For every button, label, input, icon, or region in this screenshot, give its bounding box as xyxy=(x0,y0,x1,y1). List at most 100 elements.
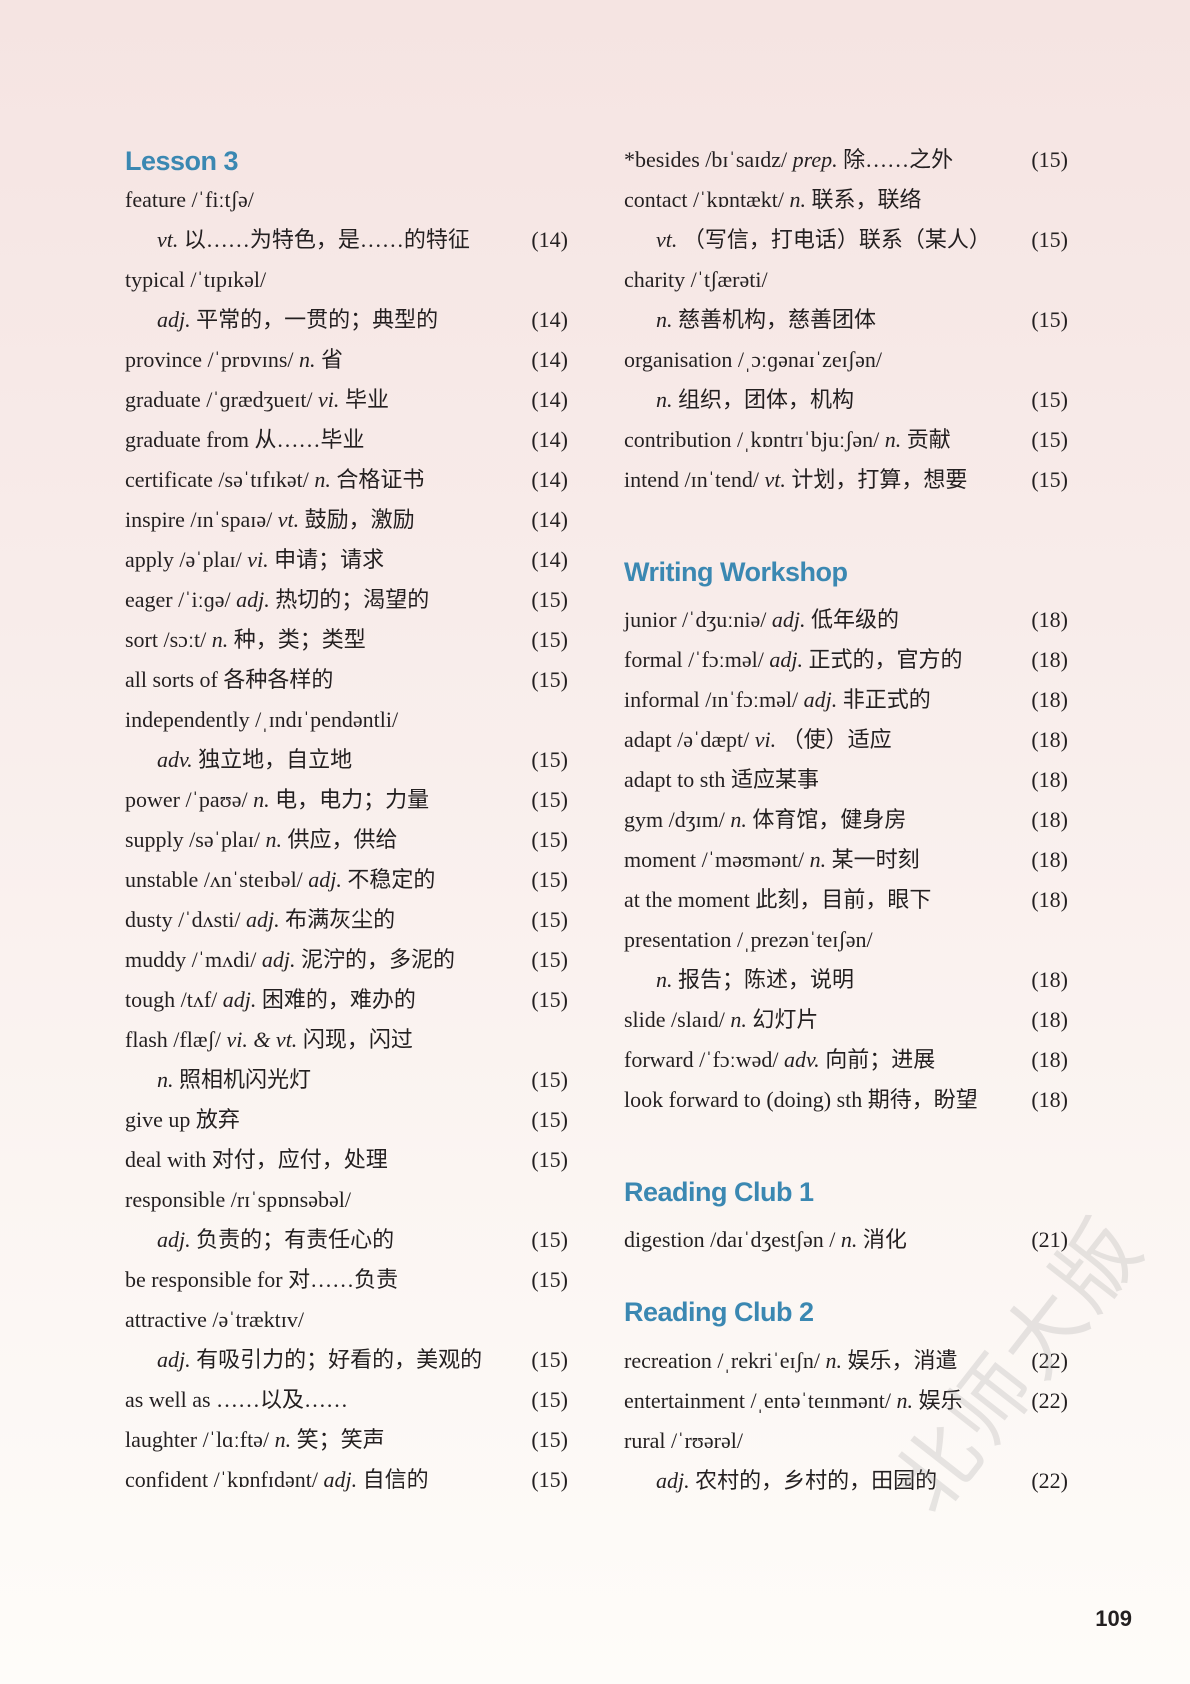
entry-word: typical /ˈtɪpɪkəl/ xyxy=(125,267,267,292)
part-of-speech: adj. xyxy=(157,1227,191,1252)
vocabulary-entry: power /ˈpaʊə/ n. 电，电力；力量 xyxy=(125,780,429,820)
chinese-meaning: 不稳定的 xyxy=(341,867,436,892)
chinese-meaning: 适应某事 xyxy=(730,767,819,792)
page-reference: (15) xyxy=(1031,227,1068,252)
chinese-meaning: 布满灰尘的 xyxy=(279,907,396,932)
entry-word: forward /ˈfɔːwəd/ xyxy=(624,1047,785,1072)
vocabulary-entry: n. 报告；陈述，说明 xyxy=(656,960,854,1000)
page-reference: (15) xyxy=(1031,427,1068,452)
chinese-meaning: 鼓励，激励 xyxy=(299,507,415,532)
section-heading: Lesson 3 xyxy=(125,146,239,176)
page-reference: (15) xyxy=(531,1427,568,1452)
entry-word: independently /ˌɪndɪˈpendəntli/ xyxy=(125,707,399,732)
part-of-speech: prep. xyxy=(792,147,838,172)
chinese-meaning: 负责的；有责任心的 xyxy=(190,1227,395,1252)
part-of-speech: n. xyxy=(211,627,229,652)
page-reference: (18) xyxy=(1031,807,1068,832)
page-reference: (14) xyxy=(531,547,568,572)
vocabulary-entry: entertainment /ˌentəˈteɪnmənt/ n. 娱乐 xyxy=(624,1381,962,1421)
entry-word: slide /slaɪd/ xyxy=(624,1007,731,1032)
part-of-speech: n. xyxy=(656,307,673,332)
page-reference: (14) xyxy=(531,347,568,372)
page-reference: (15) xyxy=(531,1467,568,1492)
chinese-meaning: 联系，联络 xyxy=(805,187,922,212)
vocabulary-entry: laughter /ˈlɑːftə/ n. 笑；笑声 xyxy=(125,1420,385,1460)
vocabulary-entry: independently /ˌɪndɪˈpendəntli/ xyxy=(125,700,398,740)
part-of-speech: adj. xyxy=(656,1468,690,1493)
entry-word: certificate /səˈtɪfɪkət/ xyxy=(125,467,315,492)
vocabulary-entry: supply /səˈplaɪ/ n. 供应，供给 xyxy=(125,820,398,860)
chinese-meaning: 农村的，乡村的，田园的 xyxy=(689,1468,938,1493)
vocabulary-entry: digestion /daɪˈdʒestʃən / n. 消化 xyxy=(624,1220,907,1260)
chinese-meaning: 各种各样的 xyxy=(223,667,334,692)
chinese-meaning: 毕业 xyxy=(339,387,389,412)
vocabulary-entry: dusty /ˈdʌsti/ adj. 布满灰尘的 xyxy=(125,900,395,940)
entry-word: feature /ˈfiːtʃə/ xyxy=(125,187,254,212)
chinese-meaning: 体育馆，健身房 xyxy=(746,807,907,832)
chinese-meaning: 此刻，目前，眼下 xyxy=(755,887,932,912)
page-reference: (14) xyxy=(531,227,568,252)
page-reference: (15) xyxy=(531,827,568,852)
page-reference: (15) xyxy=(531,667,568,692)
vocabulary-entry: charity /ˈtʃærəti/ xyxy=(624,260,768,300)
vocabulary-entry: adj. 有吸引力的；好看的，美观的 xyxy=(157,1340,482,1380)
entry-word: sort /sɔːt/ xyxy=(125,627,212,652)
page-reference: (22) xyxy=(1031,1468,1068,1493)
chinese-meaning: 放弃 xyxy=(195,1107,240,1132)
entry-word: graduate from xyxy=(125,427,255,452)
section-heading: Reading Club 1 xyxy=(624,1177,814,1207)
page-reference: (14) xyxy=(531,507,568,532)
vocabulary-entry: feature /ˈfiːtʃə/ xyxy=(125,180,254,220)
part-of-speech: adj. xyxy=(222,987,257,1012)
vocabulary-entry: all sorts of 各种各样的 xyxy=(125,660,333,700)
part-of-speech: vi. xyxy=(754,727,777,752)
entry-word: adapt to sth xyxy=(624,767,731,792)
entry-word: intend /ɪnˈtend/ xyxy=(624,467,765,492)
vocabulary-entry: inspire /ɪnˈspaɪə/ vt. 鼓励，激励 xyxy=(125,500,415,540)
page-reference: (15) xyxy=(531,1067,568,1092)
page-reference: (14) xyxy=(531,427,568,452)
part-of-speech: adj. xyxy=(769,647,804,672)
chinese-meaning: 种，类；类型 xyxy=(228,627,366,652)
entry-word: look forward to (doing) sth xyxy=(624,1087,868,1112)
entry-word: formal /ˈfɔːməl/ xyxy=(624,647,770,672)
page-reference: (15) xyxy=(531,587,568,612)
part-of-speech: n. xyxy=(274,1427,292,1452)
page-reference: (22) xyxy=(1031,1348,1068,1373)
entry-word: deal with xyxy=(125,1147,212,1172)
entry-word: charity /ˈtʃærəti/ xyxy=(624,267,768,292)
chinese-meaning: 计划，打算，想要 xyxy=(785,467,968,492)
entry-word: attractive /əˈtræktɪv/ xyxy=(125,1307,304,1332)
entry-word: gym /dʒɪm/ xyxy=(624,807,731,832)
page-reference: (18) xyxy=(1031,1007,1068,1032)
chinese-meaning: 困难的，难办的 xyxy=(256,987,416,1012)
vocabulary-entry: contact /ˈkɒntækt/ n. 联系，联络 xyxy=(624,180,922,220)
page-reference: (18) xyxy=(1031,607,1068,632)
chinese-meaning: 对付，应付，处理 xyxy=(211,1147,388,1172)
vocabulary-entry: vt. （写信，打电话）联系（某人） xyxy=(656,220,991,260)
entry-word: power /ˈpaʊə/ xyxy=(125,787,254,812)
entry-word: flash /flæʃ/ xyxy=(125,1027,227,1052)
entry-word: responsible /rɪˈspɒnsəbəl/ xyxy=(125,1187,351,1212)
chinese-meaning: 除……之外 xyxy=(837,147,954,172)
section-heading: Writing Workshop xyxy=(624,557,848,587)
vocabulary-entry: unstable /ʌnˈsteɪbəl/ adj. 不稳定的 xyxy=(125,860,435,900)
chinese-meaning: 某一时刻 xyxy=(826,847,920,872)
vocabulary-entry: adj. 平常的，一贯的；典型的 xyxy=(157,300,438,340)
entry-word: presentation /ˌprezənˈteɪʃən/ xyxy=(624,927,873,952)
vocabulary-entry: at the moment 此刻，目前，眼下 xyxy=(624,880,931,920)
page-reference: (18) xyxy=(1031,967,1068,992)
part-of-speech: adv. xyxy=(784,1047,820,1072)
chinese-meaning: 对……负责 xyxy=(288,1267,399,1292)
vocabulary-entry: slide /slaɪd/ n. 幻灯片 xyxy=(624,1000,818,1040)
entry-word: eager /ˈiːɡə/ xyxy=(125,587,237,612)
chinese-meaning: （使）适应 xyxy=(776,727,892,752)
part-of-speech: vt. xyxy=(764,467,786,492)
chinese-meaning: 笑；笑声 xyxy=(291,1427,385,1452)
chinese-meaning: 娱乐，消遣 xyxy=(842,1348,958,1373)
part-of-speech: n. xyxy=(656,967,673,992)
page-reference: (15) xyxy=(531,787,568,812)
chinese-meaning: 贡献 xyxy=(901,427,951,452)
page-reference: (15) xyxy=(1031,387,1068,412)
entry-word: rural /ˈrʊərəl/ xyxy=(624,1428,743,1453)
